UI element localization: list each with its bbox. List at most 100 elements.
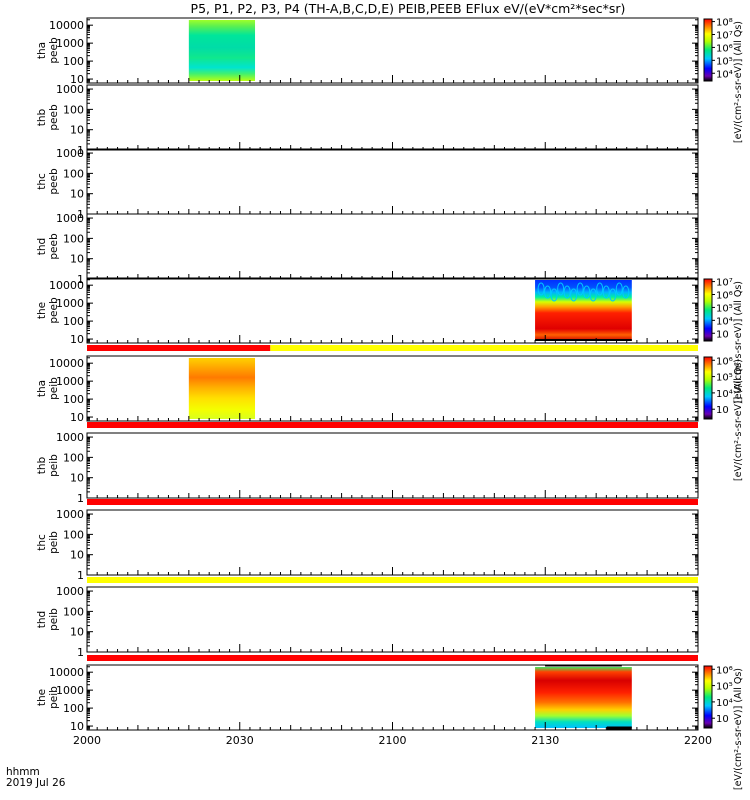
y-axis-label-peeb-c: thcpeeb	[36, 168, 60, 195]
panel-frame-peib-d	[87, 587, 698, 652]
y-axis-label-peeb-d: thdpeeb	[36, 233, 60, 260]
y-tick-label: 1	[77, 492, 84, 505]
y-tick-label: 100	[63, 451, 84, 464]
y-axis-label-peib-e: thepeib	[36, 686, 60, 709]
colorbar-tick-label: 10⁵	[716, 373, 733, 384]
panel-frame-peeb-c	[87, 149, 698, 214]
y-tick-label: 1000	[56, 83, 84, 96]
x-axis: 2000 2030 2100 2130 2200	[73, 75, 712, 747]
y-tick-label: 100	[63, 605, 84, 618]
panel-peib-d: 1000 100 10 1 thdpeib	[36, 585, 698, 659]
y-tick-label: 10	[70, 626, 84, 639]
panel-frame-peeb-d	[87, 214, 698, 279]
colorbar-tick-label: 10⁶	[716, 665, 733, 676]
y-axis-label-peib-b: thbpeib	[36, 454, 60, 477]
colorbar-peeb-e	[704, 279, 712, 341]
colorbar-tick-label: 10⁵	[716, 303, 733, 314]
panel-peib-b: 1000 100 10 1 thbpeib	[36, 431, 698, 505]
colorbar-label-peeb-a: [eV/(cm²-s-sr-eV)] (All Qs)	[733, 21, 744, 143]
y-tick-label: 100	[63, 167, 84, 180]
panel-peeb-e: 10000100010010thepeeb10⁷10⁶10⁵10⁴10⁳ [eV/…	[36, 278, 744, 404]
colorbar-tick-label: 10⁵	[716, 682, 733, 693]
y-tick-label: 10	[70, 411, 84, 424]
y-tick-label: 10	[70, 549, 84, 562]
status-bars	[87, 345, 698, 661]
y-tick-label: 100	[63, 702, 84, 715]
colorbar-tick-label: 10⁶	[716, 356, 733, 367]
y-axis-label-peeb-e: thepeeb	[36, 297, 60, 324]
colorbar-peeb-a	[704, 19, 712, 81]
colorbar-tick-label: 10⁴	[716, 69, 733, 80]
status-bar-0-1	[270, 345, 698, 351]
colorbar-peib-a	[704, 357, 712, 419]
colorbar-tick-label: 10⁷	[716, 278, 733, 289]
colorbar-tick-label: 10⁳	[716, 329, 729, 340]
panel-peeb-d: 1000100101thdpeeb	[36, 212, 698, 286]
colorbar-label-peib-e: [eV/(cm²-s-sr-eV)] (All Qs)	[733, 668, 744, 790]
y-axis-label-peeb-a: thapeeb	[36, 37, 60, 64]
y-tick-label: 1000	[56, 375, 84, 388]
y-tick-label: 1000	[56, 297, 84, 310]
panels: 10000100010010thapeeb10⁸10⁷10⁶10⁵10⁴ [eV/…	[36, 18, 744, 791]
status-bar-4-0	[87, 655, 698, 661]
y-tick-label: 1000	[56, 37, 84, 50]
y-tick-label: 1000	[56, 585, 84, 598]
x-label-date: 2019 Jul 26	[6, 777, 66, 789]
y-tick-label: 10000	[49, 357, 84, 370]
y-tick-label: 10	[70, 124, 84, 137]
y-tick-label: 10000	[49, 666, 84, 679]
colorbar-tick-label: 10⁵	[716, 56, 733, 67]
y-tick-label: 100	[63, 315, 84, 328]
colorbar-tick-label: 10⁳	[716, 405, 729, 416]
colorbar-tick-label: 10⁶	[716, 43, 733, 54]
y-tick-label: 100	[63, 103, 84, 116]
y-tick-label: 10	[70, 333, 84, 346]
data-block-peeb-a-0	[189, 20, 255, 81]
colorbar-tick-label: 10⁶	[716, 291, 733, 302]
panel-frame-peib-b	[87, 433, 698, 498]
y-axis-label-peib-a: thapeib	[36, 377, 60, 400]
data-block-peib-e-0	[535, 667, 632, 728]
y-tick-label: 10	[70, 253, 84, 266]
y-axis-label-peib-c: thcpeib	[36, 531, 60, 554]
colorbar-peib-e	[704, 666, 712, 728]
y-tick-label: 10	[70, 472, 84, 485]
y-tick-label: 1	[77, 646, 84, 659]
y-axis-label-peeb-b: thbpeeb	[36, 104, 60, 131]
panel-peib-c: 1000 100 10 1 thcpeib	[36, 508, 698, 582]
panel-peeb-c: 1000 100 10 1 thcpeeb	[36, 147, 698, 221]
panel-peib-e: 10000 1000 100 10 thepeib 10⁶ 10⁵ 10⁴ 10⁳ [eV/(cm…	[36, 665, 744, 790]
status-bar-3-0	[87, 577, 698, 583]
x-tick-label: 2200	[684, 734, 712, 747]
status-bar-2-0	[87, 499, 698, 505]
y-tick-label: 10000	[49, 19, 84, 32]
colorbar-tick-label: 10⁸	[716, 18, 733, 29]
y-tick-label: 1	[77, 569, 84, 582]
y-tick-label: 100	[63, 393, 84, 406]
colorbar-tick-label: 10⁷	[716, 31, 733, 42]
colorbar-tick-label: 10⁳	[716, 714, 729, 725]
y-tick-label: 100	[63, 55, 84, 68]
y-tick-label: 100	[63, 528, 84, 541]
colorbar-tick-label: 10⁴	[716, 698, 733, 709]
y-tick-label: 10000	[49, 279, 84, 292]
panel-peeb-b: 1000 100 10 1 thbpeeb	[36, 83, 698, 157]
y-tick-label: 1000	[56, 147, 84, 160]
panel-frame-peib-c	[87, 510, 698, 575]
x-tick-label: 2000	[73, 734, 101, 747]
y-tick-label: 1000	[56, 508, 84, 521]
x-tick-label: 2100	[379, 734, 407, 747]
panel-peib-a: 10000 1000 100 10 thapeib 10⁶ 10⁵ 10⁴ 10⁳ [eV/(cm…	[36, 356, 744, 481]
colorbar-tick-label: 10⁴	[716, 389, 733, 400]
y-tick-label: 1000	[56, 431, 84, 444]
panel-peeb-a: 10000 1000 100 10 thapeeb 10⁸ 10⁷10⁶ 10⁵ 10⁴ [eV/…	[36, 18, 744, 144]
data-block-peib-a-0	[189, 358, 255, 419]
status-bar-1-0	[87, 422, 698, 428]
x-tick-label: 2030	[226, 734, 254, 747]
x-tick-label: 2130	[531, 734, 559, 747]
y-tick-label: 100	[63, 232, 84, 245]
chart-title: P5, P1, P2, P3, P4 (TH-A,B,C,D,E) PEIB,P…	[191, 1, 626, 16]
y-tick-label: 10	[70, 720, 84, 733]
y-axis-label-peib-d: thdpeib	[36, 608, 60, 631]
